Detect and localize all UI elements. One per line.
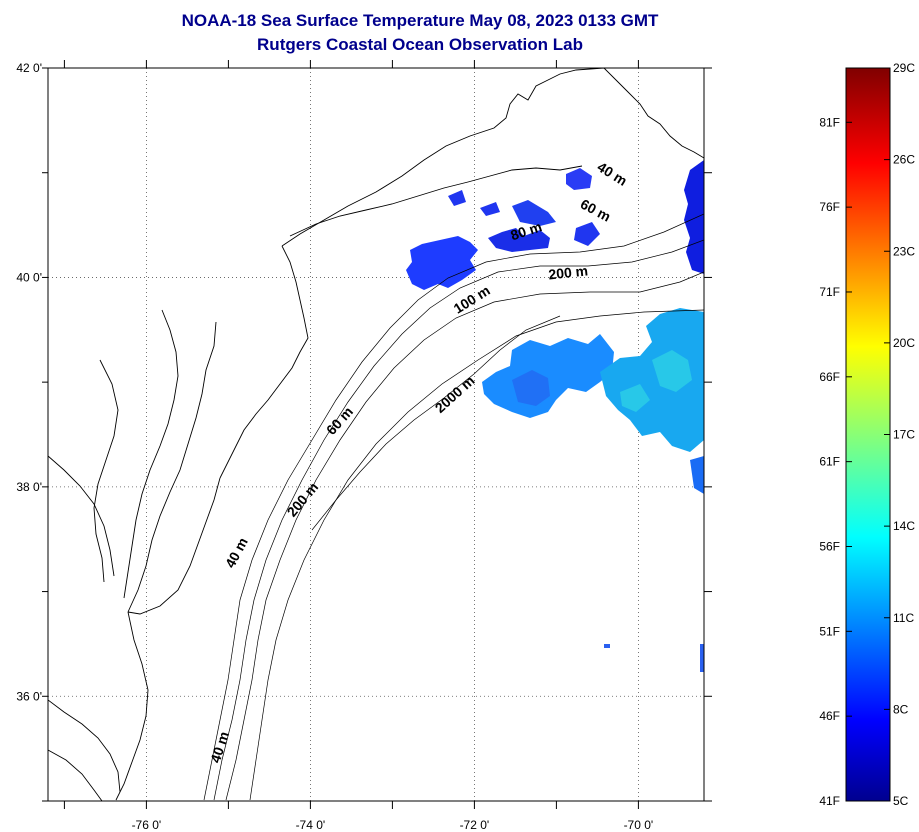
y-tick-label: 38 0' — [16, 480, 42, 494]
temperature-colorbar: 29C 26C 23C 20C 17C 14C 11C 8C 5C 81F 76F 71F 66F 61… — [819, 61, 915, 808]
colorbar-fahrenheit-label: 81F — [819, 115, 840, 129]
colorbar-fahrenheit-label: 76F — [819, 200, 840, 214]
map-border — [47, 67, 705, 802]
map-subtitle: Rutgers Coastal Ocean Observation Lab — [257, 35, 583, 54]
depth-contour-label: 60 m — [578, 196, 614, 225]
colorbar-celsius-label: 5C — [893, 794, 909, 808]
colorbar-celsius-label: 17C — [893, 428, 915, 442]
sst-patch-slope-mid — [512, 370, 550, 406]
coastline — [48, 68, 704, 801]
colorbar-fahrenheit-label: 51F — [819, 624, 840, 638]
depth-contour-label: 200 m — [284, 479, 322, 520]
depth-contour-label: 60 m — [323, 403, 356, 437]
colorbar-celsius-label: 14C — [893, 519, 915, 533]
y-tick-label: 42 0' — [16, 61, 42, 75]
colorbar-celsius-labels: 29C 26C 23C 20C 17C 14C 11C 8C 5C — [884, 61, 915, 808]
colorbar-celsius-label: 11C — [893, 611, 914, 625]
y-tick-label: 36 0' — [16, 689, 42, 703]
colorbar-celsius-label: 20C — [893, 336, 915, 350]
colorbar-fahrenheit-label: 61F — [819, 455, 840, 469]
colorbar-celsius-label: 29C — [893, 61, 915, 75]
colorbar-fahrenheit-label: 46F — [819, 709, 840, 723]
sst-patch-shelf-ne — [566, 168, 592, 190]
colorbar-fahrenheit-label: 66F — [819, 370, 840, 384]
colorbar-celsius-label: 26C — [893, 153, 915, 167]
depth-contour-label: 200 m — [548, 262, 589, 282]
colorbar-fahrenheit-label: 41F — [819, 794, 840, 808]
colorbar-fahrenheit-label: 71F — [819, 285, 840, 299]
colorbar-celsius-label: 8C — [893, 702, 909, 716]
sst-patch-shelf-north — [488, 228, 550, 252]
colorbar-fahrenheit-label: 56F — [819, 539, 840, 553]
x-tick-label: -76 0' — [132, 818, 162, 832]
depth-contour-label: 2000 m — [432, 372, 478, 416]
sst-patch-shelf-north-2 — [512, 200, 556, 226]
depth-contour-label: 40 m — [222, 535, 251, 571]
sst-patch-new-york-bight — [406, 236, 478, 290]
x-tick-label: -74 0' — [296, 818, 326, 832]
map-title: NOAA-18 Sea Surface Temperature May 08, … — [181, 11, 659, 30]
colorbar-gradient — [845, 67, 891, 802]
sst-patch-east-lower — [690, 456, 704, 494]
sst-patch-slope-east-cyan — [620, 350, 692, 412]
sst-patch-specks — [604, 644, 704, 672]
x-tick-label: -72 0' — [460, 818, 490, 832]
sst-patch-shelf-small — [448, 190, 600, 246]
y-tick-label: 40 0' — [16, 270, 42, 284]
bathymetry-contours — [203, 213, 704, 801]
depth-contour-label: 40 m — [207, 729, 232, 764]
colorbar-fahrenheit-labels: 81F 76F 71F 66F 61F 56F 51F 46F 41F — [819, 115, 852, 808]
axis-ticks: -76 0' -74 0' -72 0' -70 0' 42 0' 40 0' 38 0' 3… — [16, 60, 712, 832]
sst-data-layer — [406, 160, 704, 672]
depth-contour-label: 40 m — [595, 158, 631, 188]
x-tick-label: -70 0' — [624, 818, 654, 832]
sst-patch-slope-east — [600, 308, 704, 452]
colorbar-celsius-label: 23C — [893, 244, 915, 258]
sst-patch-gulf-of-maine-edge — [684, 160, 704, 274]
sst-patch-slope-west — [482, 334, 614, 418]
